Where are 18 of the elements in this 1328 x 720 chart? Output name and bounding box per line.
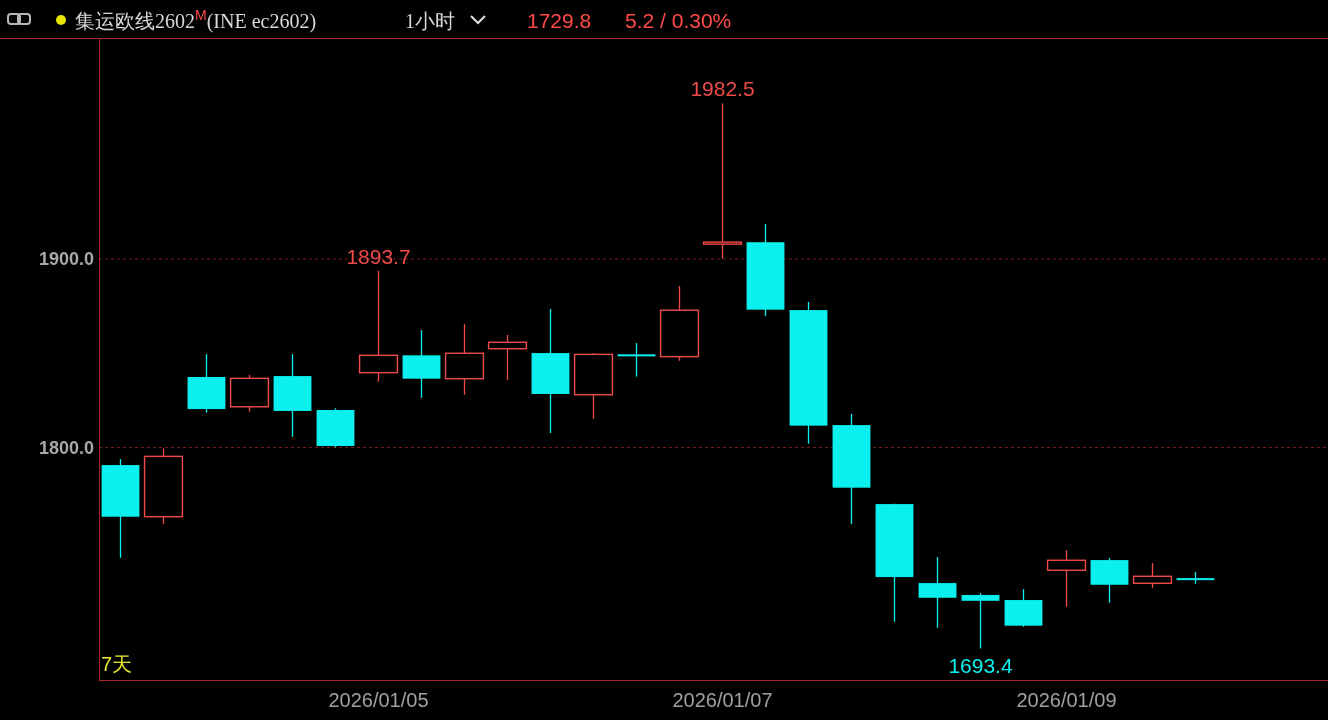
candlestick (1132, 562, 1173, 589)
text: 5.2 / 0.30% (625, 9, 732, 32)
y-tick-label: 1800.0 (38, 437, 94, 458)
x-tick-label: 2026/01/05 (328, 689, 429, 711)
chart-subtitle: 1小时 (405, 10, 455, 32)
annotation: 1982.5 (690, 77, 755, 101)
candlestick (961, 592, 1000, 650)
x-tick-label: 2026/01/09 (1016, 689, 1117, 711)
candlestick (617, 342, 656, 378)
chart-title: 集运欧线2602$^{M}$(INE ec2602) (75, 7, 317, 33)
candlestick (487, 334, 528, 381)
annotation: 1893.7 (346, 244, 411, 268)
x-tick-label: 2026/01/07 (672, 689, 773, 711)
text: 1729.8 (527, 9, 592, 32)
annotation: 7天 (101, 653, 133, 675)
candlestick (702, 102, 743, 260)
y-tick-label: 1900.0 (38, 249, 94, 270)
annotation: 1693.4 (948, 653, 1013, 677)
